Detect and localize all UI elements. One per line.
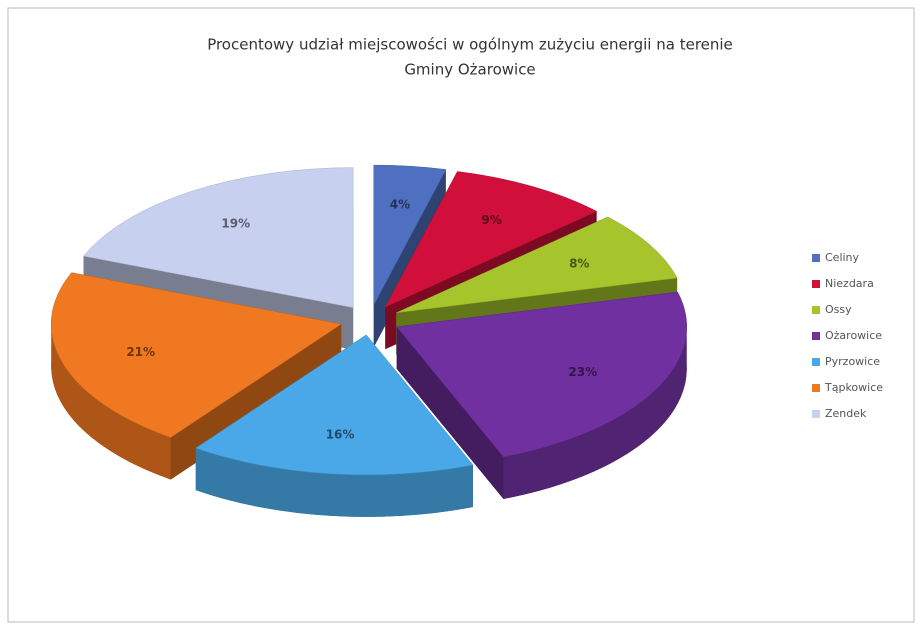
data-label: 19% (221, 217, 250, 231)
data-label: 23% (568, 365, 597, 379)
data-label: 4% (390, 198, 410, 212)
legend-swatch (812, 332, 820, 340)
slice (384, 171, 598, 308)
legend-swatch (812, 410, 820, 418)
slice (50, 272, 342, 438)
chart-title: Gminy Ożarowice (404, 61, 535, 79)
legend-label: Pyrzowice (825, 355, 880, 368)
legend-label: Zendek (825, 407, 867, 420)
slice (396, 291, 687, 458)
legend-label: Celiny (825, 251, 860, 264)
data-label: 9% (481, 213, 501, 227)
legend-label: Ożarowice (825, 329, 882, 342)
legend-swatch (812, 280, 820, 288)
legend-label: Niezdara (825, 277, 874, 290)
legend-swatch (812, 254, 820, 262)
legend-swatch (812, 306, 820, 314)
legend-label: Ossy (825, 303, 852, 316)
slice (396, 216, 678, 314)
slice (195, 334, 474, 476)
slice-wall (503, 326, 687, 499)
slice (83, 167, 354, 308)
slice-side (396, 326, 504, 499)
slice-wall (195, 448, 473, 517)
chart-title: Procentowy udział miejscowości w ogólnym… (207, 36, 733, 54)
slice-wall (51, 324, 171, 480)
data-label: 21% (126, 345, 155, 359)
legend-swatch (812, 384, 820, 392)
legend-swatch (812, 358, 820, 366)
data-label: 8% (569, 257, 589, 271)
legend-label: Tąpkowice (824, 381, 883, 394)
slice (373, 164, 447, 306)
data-label: 16% (326, 427, 355, 441)
